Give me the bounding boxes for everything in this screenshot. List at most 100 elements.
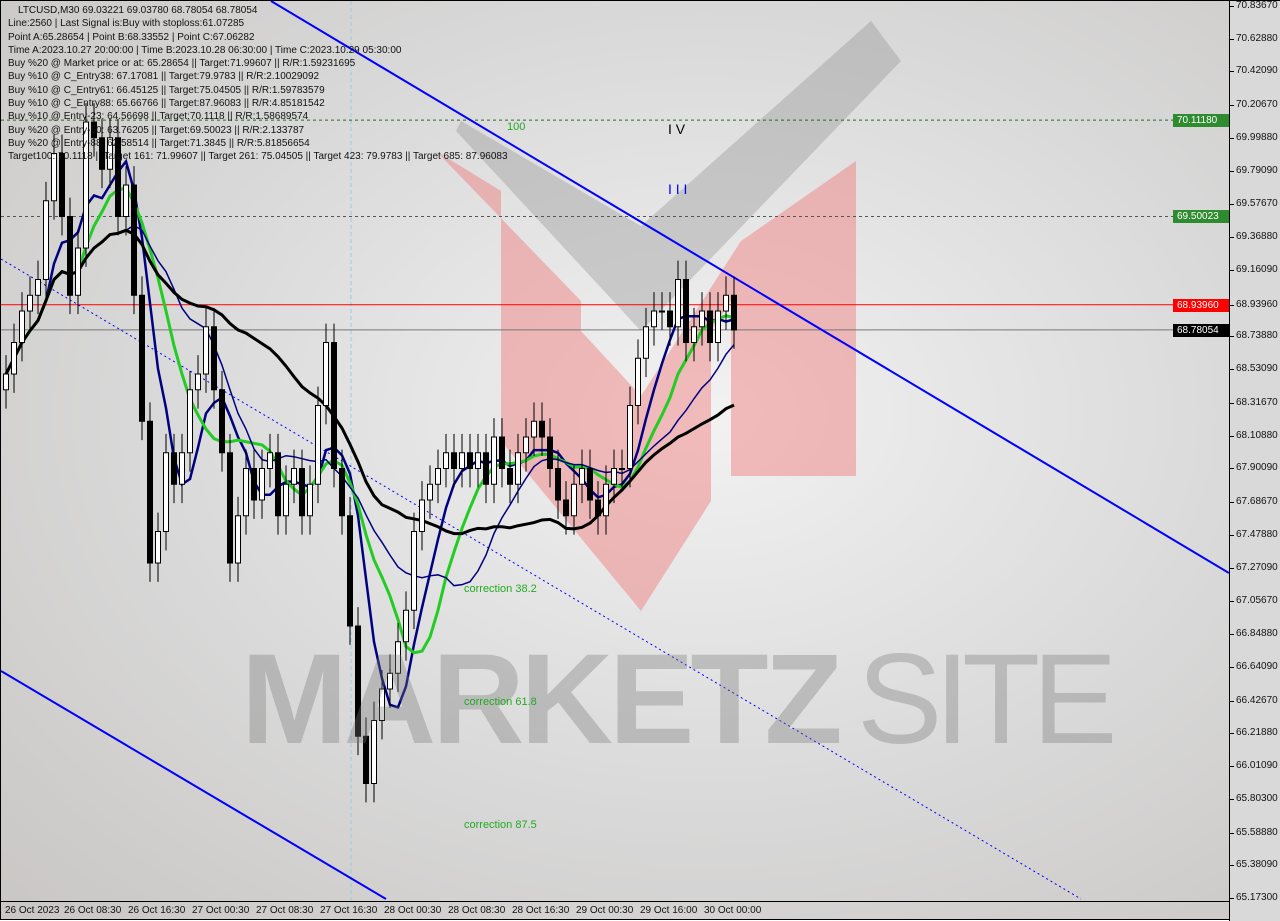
candle — [195, 373, 201, 391]
upper-trendline[interactable] — [270, 0, 1230, 574]
price-tick — [1230, 204, 1234, 206]
price-tick-label: 69.36880 — [1236, 231, 1278, 243]
candle — [515, 452, 521, 485]
price-tick — [1230, 468, 1234, 470]
candle — [267, 452, 273, 470]
time-tick-label: 28 Oct 16:30 — [512, 905, 570, 916]
candle — [27, 294, 33, 312]
chart-title: LTCUSD,M30 69.03221 69.03780 68.78054 68… — [18, 5, 258, 16]
info-line: Line:2560 | Last Signal is:Buy with stop… — [8, 18, 245, 30]
info-line: Buy %10 @ C_Entry38: 67.17081 || Target:… — [8, 71, 320, 83]
candle — [123, 184, 129, 218]
candle — [603, 483, 609, 517]
candle — [427, 483, 433, 501]
price-tick — [1230, 666, 1234, 668]
price-axis[interactable]: 70.83670 70.62880 70.42090 70.20670 69.99880… — [1229, 0, 1280, 921]
candle — [323, 342, 329, 407]
candle — [227, 452, 233, 564]
dotted-trendline[interactable] — [0, 258, 1082, 900]
price-tags: 70.11180 69.50023 68.93960 68.78054 — [1173, 1, 1229, 901]
candle — [635, 357, 641, 407]
candle — [659, 310, 665, 313]
candle — [347, 515, 353, 627]
info-line: Target100: 70.1118 || Target 161: 71.996… — [8, 151, 508, 163]
correction-61-label: correction 61.8 — [464, 696, 537, 708]
candle — [443, 452, 449, 470]
lower-trendline[interactable] — [0, 670, 387, 900]
candle — [403, 609, 409, 643]
time-tick-label: 26 Oct 16:30 — [128, 905, 186, 916]
price-tag: 68.93960 — [1173, 298, 1229, 312]
time-tick-label: 29 Oct 00:30 — [576, 905, 634, 916]
candle — [83, 121, 89, 249]
price-tag: 70.11180 — [1173, 114, 1229, 128]
price-tick-label: 66.84880 — [1236, 628, 1278, 640]
candle — [243, 468, 249, 517]
logo-shape — [436, 151, 856, 611]
time-axis[interactable]: 26 Oct 2023 26 Oct 08:30 26 Oct 16:30 27 Oc… — [1, 901, 1229, 921]
candle — [307, 483, 313, 517]
price-tick-label: 66.01090 — [1236, 760, 1278, 772]
candle — [395, 641, 401, 674]
price-tick-label: 69.99880 — [1236, 131, 1278, 143]
level-100-label: 100 — [507, 121, 526, 133]
candle — [571, 483, 577, 517]
price-tick — [1230, 766, 1234, 768]
price-tick-label: 67.68670 — [1236, 496, 1278, 508]
price-tick-label: 70.20670 — [1236, 99, 1278, 111]
candle — [11, 342, 17, 375]
candle — [67, 216, 73, 296]
price-tick — [1230, 435, 1234, 437]
price-tick — [1230, 304, 1234, 306]
candle — [587, 468, 593, 501]
candle — [691, 326, 697, 344]
price-tick — [1230, 6, 1234, 7]
candle — [595, 499, 601, 517]
candle — [643, 326, 649, 359]
price-tick-label: 67.90090 — [1236, 462, 1278, 474]
candle — [235, 515, 241, 564]
candle — [483, 452, 489, 485]
price-tick-label: 66.21880 — [1236, 727, 1278, 739]
candle — [259, 468, 265, 501]
price-tick — [1230, 269, 1234, 271]
watermark-site: SITE — [857, 628, 1117, 771]
candle — [155, 531, 161, 564]
candle — [467, 452, 473, 470]
price-tick-label: 67.05670 — [1236, 595, 1278, 607]
price-chart — [0, 0, 1230, 901]
candle — [355, 625, 361, 737]
candle — [475, 452, 481, 470]
price-tick-label: 66.64090 — [1236, 660, 1278, 672]
candle — [627, 405, 633, 470]
price-tick-label: 69.79090 — [1236, 164, 1278, 176]
price-tick — [1230, 700, 1234, 702]
moving-average-line — [4, 158, 735, 709]
signal-info-panel: LTCUSD,M30 69.03221 69.03780 68.78054 68… — [8, 4, 508, 164]
candle — [179, 452, 185, 485]
candle — [35, 279, 41, 296]
price-tick-label: 65.17300 — [1236, 892, 1278, 903]
time-tick-label: 27 Oct 08:30 — [256, 905, 314, 916]
candle — [99, 137, 105, 170]
candle — [51, 153, 57, 202]
wave-iii-label: I I I — [668, 181, 688, 197]
price-tick — [1230, 865, 1234, 867]
candle — [523, 436, 529, 454]
candle — [75, 247, 81, 296]
time-tick-label: 28 Oct 00:30 — [384, 905, 442, 916]
candle — [547, 436, 553, 470]
candle — [3, 373, 9, 391]
time-tick-label: 30 Oct 00:00 — [704, 905, 762, 916]
candle — [451, 452, 457, 470]
price-tick-label: 68.10880 — [1236, 429, 1278, 441]
candle — [683, 279, 689, 344]
watermark: MARKETZ — [241, 628, 843, 771]
price-tick — [1230, 534, 1234, 536]
plot-area[interactable]: MARKETZ SITE LTCUSD,M30 69.03221 69.0378… — [0, 0, 1230, 901]
candle — [707, 310, 713, 344]
candle — [187, 389, 193, 454]
time-tick-label: 29 Oct 16:00 — [640, 905, 698, 916]
price-tick-label: 68.93960 — [1236, 298, 1278, 310]
